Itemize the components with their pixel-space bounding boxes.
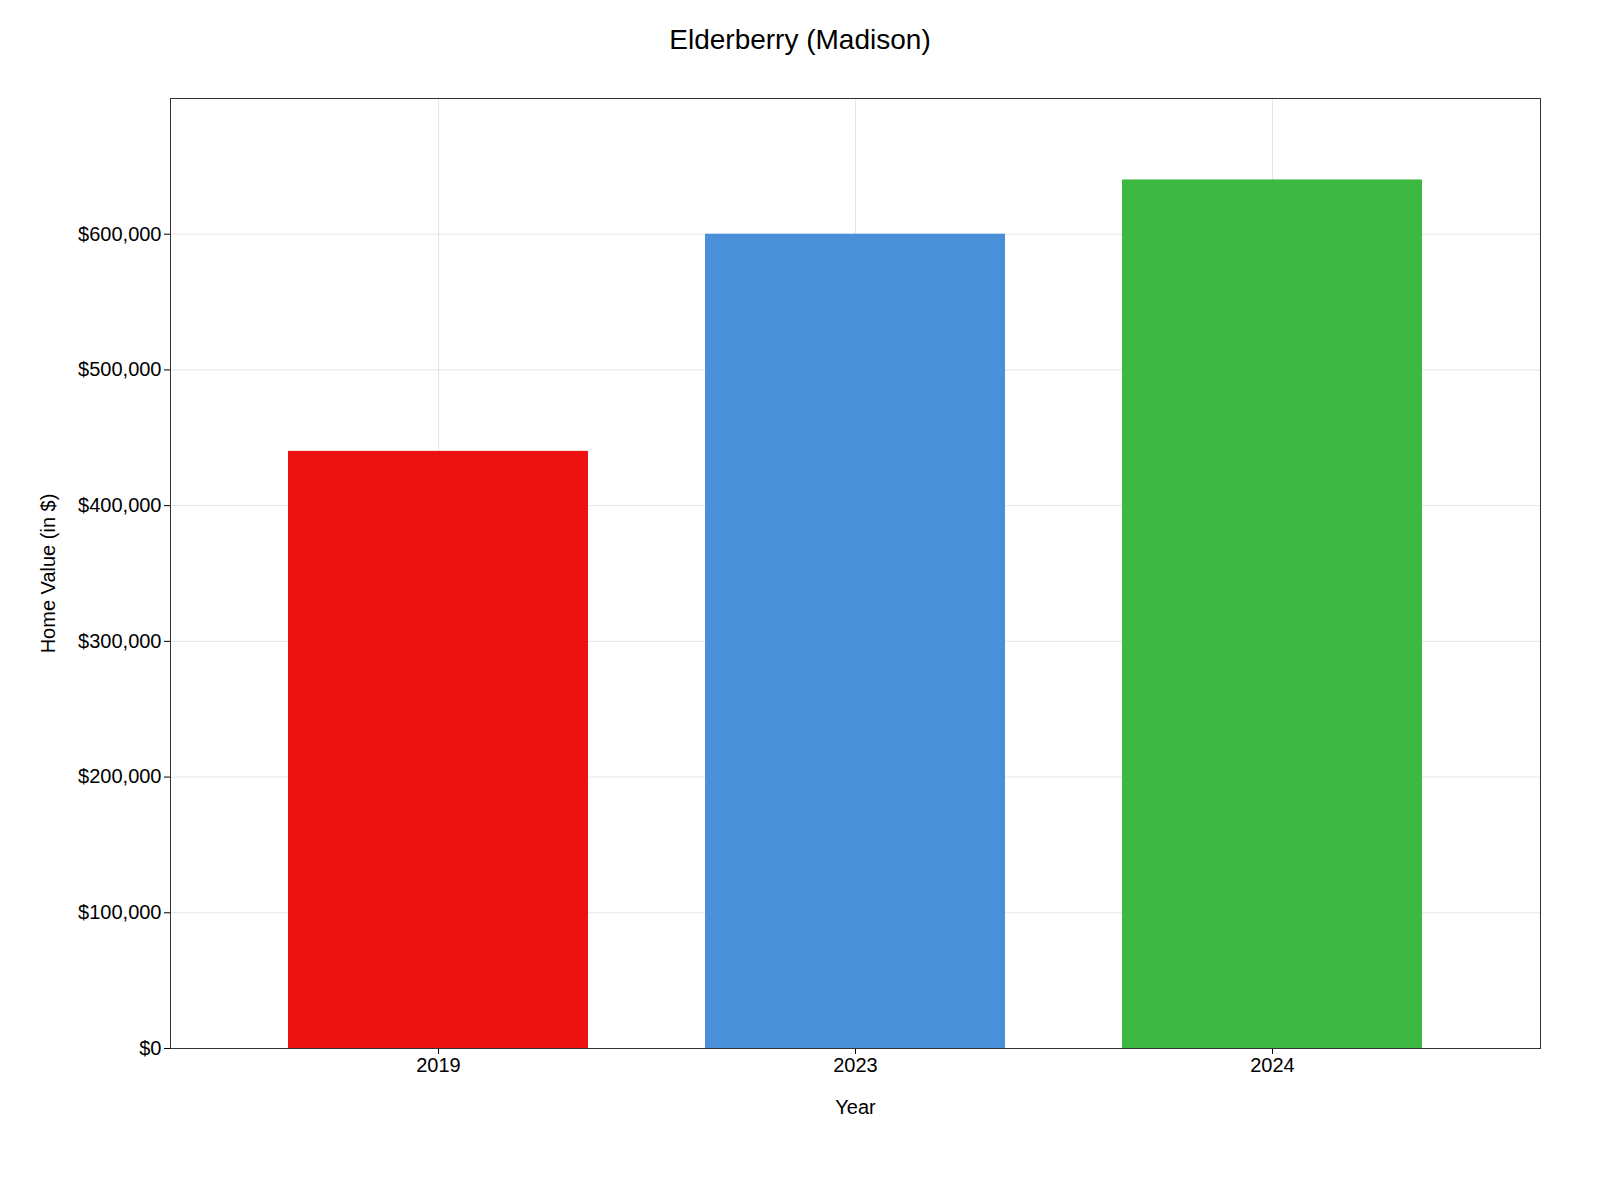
svg-text:$400,000: $400,000 [78,494,161,516]
svg-text:Year: Year [835,1096,876,1118]
svg-text:$0: $0 [139,1037,161,1059]
svg-text:$200,000: $200,000 [78,765,161,787]
svg-text:$300,000: $300,000 [78,630,161,652]
svg-text:2024: 2024 [1250,1054,1295,1076]
svg-text:$500,000: $500,000 [78,358,161,380]
svg-text:Home Value (in $): Home Value (in $) [37,494,59,654]
svg-text:$600,000: $600,000 [78,223,161,245]
svg-text:2023: 2023 [833,1054,878,1076]
html-text:Elderberry (Madison): Elderberry (Madison) [669,24,931,55]
svg-text:$100,000: $100,000 [78,901,161,923]
svg-text:2019: 2019 [416,1054,461,1076]
